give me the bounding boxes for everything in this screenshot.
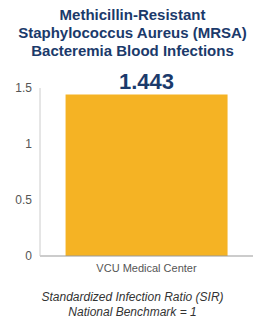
html-text:Standardized Infection Ratio (: Standardized Infection Ratio (SIR) (41, 290, 224, 304)
svg-text:1: 1 (25, 137, 32, 151)
svg-text:1.5: 1.5 (15, 81, 32, 95)
svg-text:0.5: 0.5 (15, 193, 32, 207)
svg-text:VCU Medical Center: VCU Medical Center (96, 262, 197, 274)
html-text:Methicillin-Resistant Staphylo: Methicillin-Resistant Staphylococcus Aur… (18, 6, 247, 59)
html-text:National Benchmark = 1: National Benchmark = 1 (68, 305, 197, 319)
svg-text:1.443: 1.443 (119, 69, 174, 94)
svg-text:0: 0 (25, 249, 32, 263)
